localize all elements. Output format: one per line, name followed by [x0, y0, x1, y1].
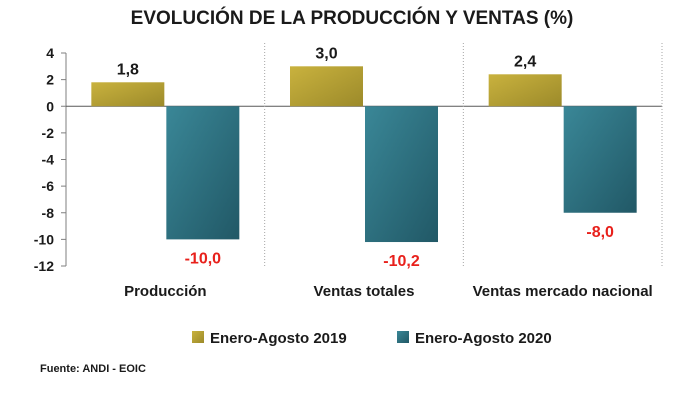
legend-label-2019: Enero-Agosto 2019	[210, 330, 347, 347]
legend-swatch-2020	[397, 331, 409, 343]
bar-2019	[91, 82, 165, 107]
legend: Enero-Agosto 2019 Enero-Agosto 2020	[192, 330, 552, 347]
data-label: 2,4	[514, 53, 536, 70]
category-labels: Producción Ventas totales Ventas mercado n…	[124, 283, 653, 300]
data-label: -10,0	[185, 250, 222, 267]
data-label: 1,8	[117, 61, 139, 78]
y-tick-label: 0	[46, 98, 54, 114]
data-label: -8,0	[586, 224, 614, 241]
chart-title: EVOLUCIÓN DE LA PRODUCCIÓN Y VENTAS (%)	[131, 7, 574, 29]
y-tick-label: -2	[42, 125, 55, 141]
data-label: 3,0	[315, 45, 337, 62]
y-tick-label: -12	[34, 258, 54, 274]
bar-2020	[563, 106, 637, 213]
data-labels: 1,8 -10,0 3,0 -10,2 2,4 -8,0	[117, 45, 614, 270]
legend-swatch-2019	[192, 331, 204, 343]
y-tick-label: -10	[34, 231, 54, 247]
y-tick-label: 4	[46, 45, 54, 61]
bar-2019	[488, 74, 562, 107]
y-tick-label: -6	[42, 178, 55, 194]
category-label: Ventas mercado nacional	[473, 283, 653, 300]
y-tick-label: -4	[42, 152, 55, 168]
bars	[91, 66, 637, 243]
bar-2019	[290, 66, 363, 107]
y-tick-label: -8	[42, 205, 55, 221]
legend-label-2020: Enero-Agosto 2020	[415, 330, 552, 347]
bar-2020	[365, 106, 438, 243]
y-tick-label: 2	[46, 72, 54, 88]
bar-2020	[166, 106, 240, 240]
category-label: Producción	[124, 283, 207, 300]
category-label: Ventas totales	[314, 283, 415, 300]
source-note: Fuente: ANDI - EOIC	[40, 363, 146, 375]
data-label: -10,2	[383, 253, 420, 270]
y-axis: 4 2 0 -2 -4 -6 -8 -10 -12	[34, 45, 662, 274]
